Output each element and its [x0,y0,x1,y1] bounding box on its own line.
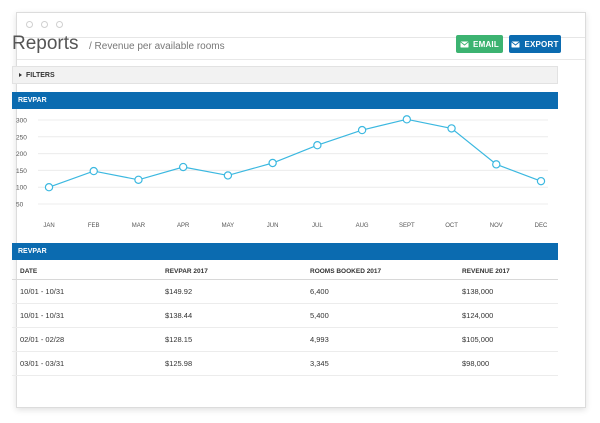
x-tick-label: SEPT [399,223,415,229]
y-tick-label: 50 [16,202,24,209]
cell-revpar: $138.44 [157,303,302,328]
data-point[interactable] [134,175,143,185]
cell-revpar: $125.98 [157,351,302,376]
cell-date: 02/01 - 02/28 [12,327,157,352]
window-titlebar [17,13,585,38]
column-header-revenue[interactable]: REVENUE 2017 [454,263,558,280]
cell-revenue: $98,000 [454,351,558,376]
column-header-revpar[interactable]: REVPAR 2017 [157,263,302,280]
header-divider [17,59,585,60]
data-point[interactable] [268,158,277,168]
revpar-line-chart: 300 250 200 150 100 50 JAN FEB MAR APR MAY JUN JUL AU… [16,115,548,229]
x-tick-label: JUL [312,223,323,229]
data-point[interactable] [44,182,54,192]
table-row[interactable]: 03/01 - 03/31 $125.98 3,345 $98,000 [12,351,558,376]
email-button[interactable]: EMAIL [456,35,503,53]
window-minimize-dot[interactable] [41,21,48,28]
data-point[interactable] [313,141,322,150]
export-button[interactable]: EXPORT [509,35,561,53]
y-tick-label: 300 [16,118,27,125]
window-maximize-dot[interactable] [56,21,63,28]
y-tick-label: 100 [16,185,27,192]
envelope-icon [460,40,469,47]
data-point[interactable] [178,162,188,172]
x-tick-label: NOV [490,223,503,229]
revpar-table: DATE REVPAR 2017 ROOMS BOOKED 2017 REVEN… [12,263,558,376]
series-line [48,118,542,188]
cell-revpar: $149.92 [157,279,302,304]
x-tick-label: MAR [132,223,146,229]
x-tick-label: APR [177,223,190,229]
x-tick-label: MAY [222,223,235,229]
cell-revpar: $128.15 [157,327,302,352]
cell-rooms-booked: 5,400 [302,303,454,328]
export-button-label: EXPORT [524,39,559,49]
page-header: Reports / Revenue per available rooms EM… [12,33,588,67]
cell-date: 03/01 - 03/31 [12,351,157,376]
table-header-row: DATE REVPAR 2017 ROOMS BOOKED 2017 REVEN… [12,263,558,280]
table-row[interactable]: 02/01 - 02/28 $128.15 4,993 $105,000 [12,327,558,352]
x-tick-label: DEC [535,223,548,229]
y-tick-label: 250 [16,134,27,141]
table-section-label: REVPAR [18,248,47,255]
x-tick-label: OCT [445,223,458,229]
chart-section-label: REVPAR [18,97,47,104]
revpar-chart: 300 250 200 150 100 50 JAN FEB MAR APR MAY JUN JUL AU… [12,112,558,232]
chart-section-header: REVPAR [12,92,558,109]
cell-rooms-booked: 3,345 [302,351,454,376]
cell-rooms-booked: 4,993 [302,327,454,352]
data-point[interactable] [402,115,412,124]
filters-label: FILTERS [26,71,55,79]
cell-revenue: $105,000 [454,327,558,352]
cell-rooms-booked: 6,400 [302,279,454,304]
y-tick-label: 200 [16,151,27,158]
data-point[interactable] [536,176,546,186]
cell-revenue: $138,000 [454,279,558,304]
cell-revenue: $124,000 [454,303,558,328]
data-point[interactable] [357,125,367,135]
caret-right-icon [19,73,22,77]
email-button-label: EMAIL [473,39,499,49]
window-close-dot[interactable] [26,21,33,28]
x-tick-label: JUN [267,223,279,229]
filters-toggle[interactable]: FILTERS [12,66,558,84]
table-row[interactable]: 10/01 - 10/31 $138.44 5,400 $124,000 [12,303,558,328]
cell-date: 10/01 - 10/31 [12,279,157,304]
cell-date: 10/01 - 10/31 [12,303,157,328]
breadcrumb: / Revenue per available rooms [89,41,225,52]
y-tick-label: 150 [16,168,27,175]
page-title: Reports [12,33,79,54]
data-point[interactable] [223,171,233,180]
column-header-rooms-booked[interactable]: ROOMS BOOKED 2017 [302,263,454,280]
data-point[interactable] [447,124,456,133]
x-tick-label: JAN [43,223,54,229]
table-row[interactable]: 10/01 - 10/31 $149.92 6,400 $138,000 [12,279,558,304]
table-section-header: REVPAR [12,243,558,260]
envelope-icon [511,40,521,47]
data-point[interactable] [492,160,501,169]
column-header-date[interactable]: DATE [12,263,157,280]
x-tick-label: AUG [356,223,369,229]
data-point[interactable] [89,166,98,176]
x-tick-label: FEB [88,223,100,229]
